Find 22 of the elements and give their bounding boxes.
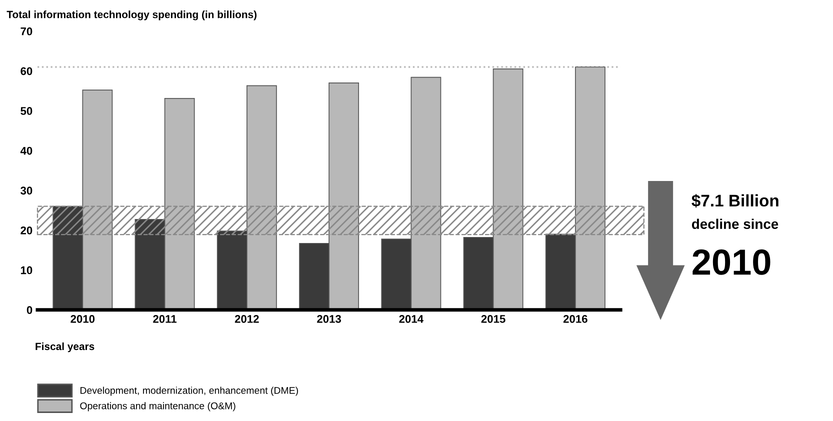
- x-tick-label: 2014: [399, 315, 424, 323]
- x-tick-label: 2016: [563, 315, 588, 323]
- text: $7.1 Billion: [692, 194, 778, 208]
- x-tick-label: 2012: [234, 315, 259, 323]
- legend-label: Operations and maintenance (O&M): [80, 402, 236, 412]
- y-tick-label: 40: [20, 146, 32, 155]
- x-axis-title: Fiscal years: [36, 342, 94, 352]
- y-tick-label: 10: [20, 266, 32, 274]
- x-tick-label: 2013: [317, 315, 341, 323]
- y-tick-label: 0: [26, 306, 32, 314]
- x-tick-label: 2010: [70, 315, 95, 323]
- y-tick-label: 70: [20, 27, 32, 36]
- y-tick-label: 50: [20, 107, 32, 115]
- text: decline since: [692, 218, 778, 229]
- y-tick-label: 20: [20, 226, 32, 234]
- legend-label: Development, modernization, enhancement (DME): [80, 386, 298, 396]
- chart-title: Total information technology spending (in billions): [6, 10, 257, 20]
- x-tick-label: 2015: [481, 315, 506, 323]
- y-tick-label: 30: [20, 186, 32, 195]
- y-tick-label: 60: [20, 67, 32, 76]
- x-tick-label: 2011: [153, 315, 177, 323]
- text: 2010: [692, 249, 770, 275]
